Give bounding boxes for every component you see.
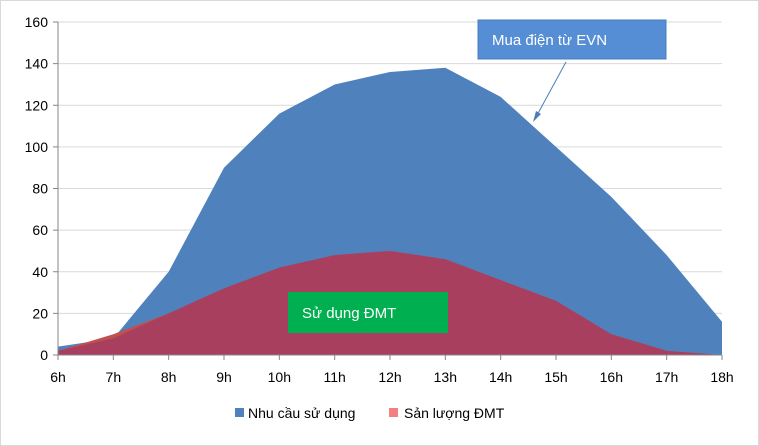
legend-swatch-san-luong: [389, 408, 398, 417]
x-tick-label-9h: 9h: [216, 369, 232, 385]
legend-swatch-nhu-cau: [235, 408, 244, 417]
x-tick-label-13h: 13h: [434, 369, 457, 385]
y-tick-label-80: 80: [32, 181, 48, 197]
x-tick-label-12h: 12h: [378, 369, 401, 385]
callout-su-dung-box: [288, 292, 448, 333]
callout-arrow-head: [533, 111, 541, 122]
x-tick-label-15h: 15h: [544, 369, 567, 385]
y-tick-label-160: 160: [25, 14, 49, 30]
y-tick-label-140: 140: [25, 56, 49, 72]
legend-label-nhu-cau: Nhu cầu sử dụng: [248, 405, 355, 421]
x-tick-label-16h: 16h: [600, 369, 623, 385]
axes: [53, 21, 723, 360]
y-tick-label-60: 60: [32, 222, 48, 238]
y-tick-labels: 0 20 40 60 80 100 120 140 160: [25, 14, 49, 363]
callout-su-dung-text: Sử dụng ĐMT: [302, 305, 396, 322]
y-tick-label-0: 0: [40, 347, 48, 363]
legend: Nhu cầu sử dụng Sản lượng ĐMT: [235, 405, 505, 421]
y-tick-label-40: 40: [32, 264, 48, 280]
y-tick-label-20: 20: [32, 305, 48, 321]
x-tick-label-8h: 8h: [161, 369, 177, 385]
x-tick-labels: 6h 7h 8h 9h 10h 11h 12h 13h 14h 15h 16h 17h 18h: [50, 369, 733, 385]
x-tick-label-18h: 18h: [710, 369, 733, 385]
y-tick-label-120: 120: [25, 97, 49, 113]
callout-mua-dien-box: [477, 19, 667, 60]
x-tick-label-7h: 7h: [106, 369, 122, 385]
x-tick-label-6h: 6h: [50, 369, 66, 385]
y-tick-label-100: 100: [25, 139, 49, 155]
callout-arrow-line: [535, 61, 567, 118]
x-tick-label-10h: 10h: [268, 369, 291, 385]
x-tick-label-17h: 17h: [655, 369, 678, 385]
legend-label-san-luong: Sản lượng ĐMT: [404, 405, 505, 421]
x-tick-label-14h: 14h: [489, 369, 512, 385]
area-nhu-cau: [58, 67, 722, 355]
callouts: Mua điện từ EVN Sử dụng ĐMT: [288, 19, 667, 333]
x-tick-label-11h: 11h: [324, 369, 346, 385]
callout-mua-dien-text: Mua điện từ EVN: [492, 32, 607, 49]
